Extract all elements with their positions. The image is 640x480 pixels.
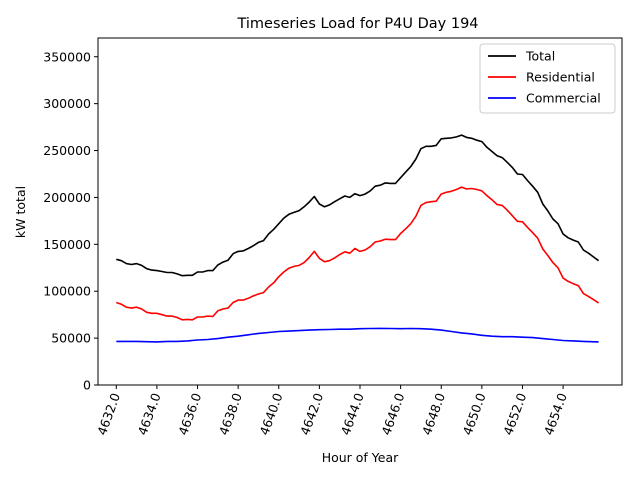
y-axis-label: kW total xyxy=(13,186,28,238)
x-tick-label: 4632.0 xyxy=(94,391,123,437)
legend-label-commercial: Commercial xyxy=(526,91,601,106)
y-tick-label: 100000 xyxy=(43,284,91,299)
y-axis: 0 50000 100000 150000 200000 250000 300000 3500… xyxy=(43,49,98,393)
x-tick-label: 4634.0 xyxy=(135,391,164,437)
legend-label-residential: Residential xyxy=(526,70,595,85)
series-line-residential xyxy=(116,186,600,321)
chart-title: Timeseries Load for P4U Day 194 xyxy=(236,16,478,32)
y-tick-label: 150000 xyxy=(43,237,91,252)
x-tick-label: 4640.0 xyxy=(257,391,286,437)
y-tick-label: 350000 xyxy=(43,49,91,64)
x-tick-label: 4636.0 xyxy=(175,391,204,437)
x-tick-label: 4654.0 xyxy=(541,391,570,437)
series-lines xyxy=(116,134,600,343)
y-tick-label: 250000 xyxy=(43,143,91,158)
legend: Total Residential Commercial xyxy=(479,43,616,114)
legend-label-total: Total xyxy=(525,49,555,64)
x-tick-label: 4638.0 xyxy=(216,391,245,437)
series-line-commercial xyxy=(116,327,599,343)
x-tick-label: 4644.0 xyxy=(338,391,367,437)
x-tick-label: 4648.0 xyxy=(419,391,448,437)
series-line-total xyxy=(116,134,600,277)
y-tick-label: 200000 xyxy=(43,190,91,205)
x-tick-label: 4646.0 xyxy=(378,391,407,437)
x-axis-label: Hour of Year xyxy=(322,450,399,465)
x-tick-label: 4650.0 xyxy=(460,391,489,437)
x-tick-label: 4642.0 xyxy=(297,391,326,437)
x-axis: 4632.0 4634.0 4636.0 4638.0 4640.0 4642.0 4644… xyxy=(94,385,570,437)
plot-frame xyxy=(97,37,623,386)
y-tick-label: 0 xyxy=(83,378,91,393)
x-tick-label: 4652.0 xyxy=(500,391,529,437)
y-tick-label: 300000 xyxy=(43,96,91,111)
y-tick-label: 50000 xyxy=(51,331,91,346)
legend-box xyxy=(479,43,616,114)
